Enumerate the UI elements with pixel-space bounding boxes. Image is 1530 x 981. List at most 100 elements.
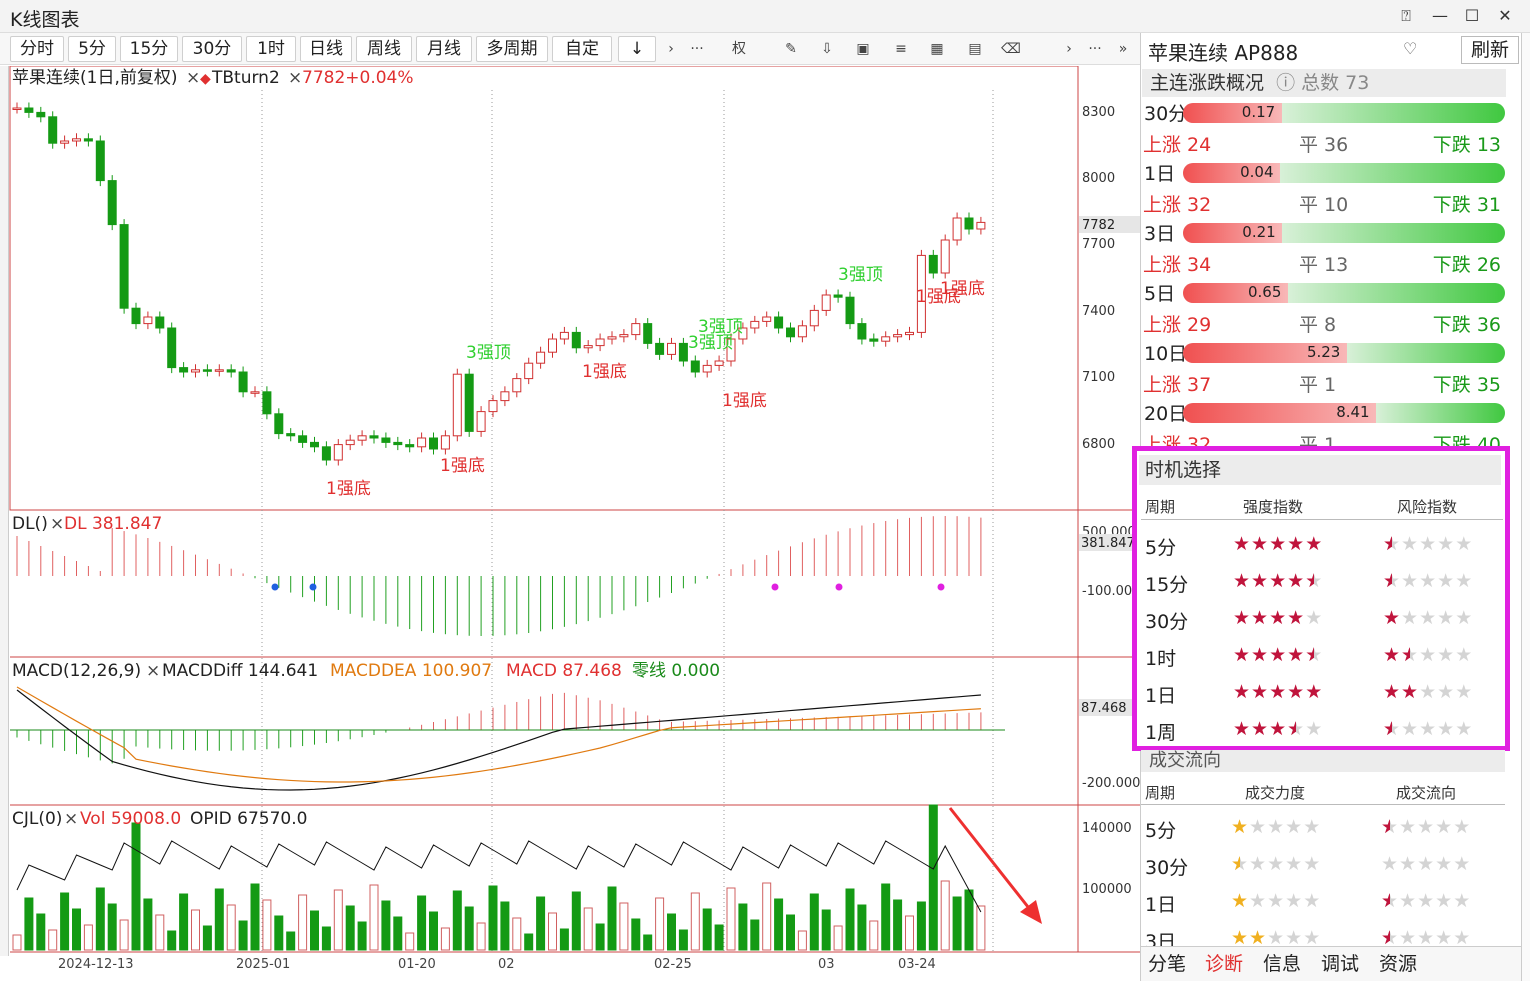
candle-body: [821, 294, 831, 311]
more-icon[interactable]: ···: [690, 41, 704, 57]
period-button-1h[interactable]: 1时: [246, 36, 296, 62]
candle-body: [512, 378, 522, 393]
signal-label: 1强底: [916, 287, 961, 307]
volume-bar: [286, 931, 296, 951]
pen-icon[interactable]: ✎: [785, 41, 797, 57]
trash-icon[interactable]: ⌫: [1001, 41, 1021, 57]
up-count: 上涨 24: [1143, 134, 1212, 156]
volume-bar: [976, 905, 986, 951]
minimize-icon[interactable]: —: [1432, 6, 1448, 25]
candle-body: [179, 367, 189, 373]
candle-body: [464, 373, 474, 432]
period-button-5m[interactable]: 5分: [68, 36, 116, 62]
heart-icon[interactable]: ♡: [1403, 39, 1418, 58]
candle-body: [809, 309, 819, 327]
bar-up-segment: [1183, 103, 1282, 123]
calculator-icon[interactable]: ▦: [930, 41, 944, 57]
candle-body: [440, 435, 450, 450]
vol-legend-vol: Vol 59008.0: [80, 809, 181, 829]
down-count: 下跌 13: [1432, 134, 1501, 156]
question-icon[interactable]: ⓘ: [1276, 72, 1296, 94]
bar-up-segment: [1183, 403, 1377, 423]
tab-resource[interactable]: 资源: [1379, 953, 1418, 975]
main-legend-indicator: TBturn2: [211, 68, 280, 88]
volume-bar: [476, 922, 486, 951]
x-tick: 2025-01: [236, 957, 291, 972]
download-icon[interactable]: ⇩: [821, 41, 833, 57]
candle-body: [405, 444, 415, 448]
signal-label: 1强底: [582, 362, 627, 382]
down-count: 下跌 35: [1432, 374, 1501, 396]
volume-bar: [440, 927, 450, 951]
indicator-close[interactable]: ×: [288, 68, 302, 88]
summary-period-label: 10日: [1144, 343, 1188, 365]
dl-legend-close[interactable]: ×: [50, 514, 64, 534]
y-tick: 7100: [1082, 370, 1115, 385]
tab-diagnosis[interactable]: 诊断: [1205, 953, 1244, 975]
up-count: 上涨 29: [1143, 314, 1212, 336]
volume-bar: [928, 804, 938, 951]
period-button-multi[interactable]: 多周期: [476, 36, 548, 62]
candle-body: [500, 391, 510, 402]
candle-body: [940, 239, 950, 274]
candle-body: [310, 441, 319, 448]
volume-bar: [548, 912, 557, 951]
maximize-icon[interactable]: ☐: [1464, 6, 1480, 25]
candle-body: [964, 217, 974, 230]
quan-button[interactable]: 权: [732, 41, 746, 57]
macd-legend-zero: 零线 0.000: [632, 661, 720, 681]
up-count: 上涨 32: [1143, 194, 1212, 216]
volume-bar: [524, 933, 534, 951]
vol-legend-close[interactable]: ×: [64, 809, 78, 829]
timing-period: 15分: [1145, 574, 1189, 596]
period-button-custom[interactable]: 自定: [552, 36, 612, 62]
period-button-15m[interactable]: 15分: [120, 36, 178, 62]
candle-body: [202, 369, 212, 372]
candle-body: [607, 336, 617, 340]
star-rating: ★★★★★: [1233, 533, 1324, 555]
signal-label: 1强底: [440, 456, 485, 476]
period-button-fenshi[interactable]: 分时: [10, 36, 64, 62]
image-icon[interactable]: ▣: [856, 41, 870, 57]
layout-icon[interactable]: ▤: [968, 41, 982, 57]
volume-bar: [155, 914, 165, 951]
main-legend-price: 7782+0.04%: [302, 68, 414, 88]
macd-value-bg: [1079, 699, 1140, 716]
period-button-30m[interactable]: 30分: [182, 36, 242, 62]
refresh-button[interactable]: 刷新: [1461, 36, 1519, 64]
star-rating: ★★★★★★: [1231, 853, 1322, 875]
flow-col-dir: 成交流向: [1396, 784, 1457, 802]
tab-info[interactable]: 信息: [1263, 953, 1302, 975]
close-icon[interactable]: ✕: [1498, 6, 1512, 25]
tab-debug[interactable]: 调试: [1321, 953, 1360, 975]
tab-fenbi[interactable]: 分笔: [1148, 953, 1187, 975]
main-legend-close[interactable]: ×: [186, 68, 200, 88]
more-icon-2[interactable]: ···: [1088, 41, 1102, 57]
period-button-monthly[interactable]: 月线: [416, 36, 472, 62]
volume-bar: [643, 934, 653, 951]
chevron-right-icon-2[interactable]: ›: [1066, 41, 1072, 57]
period-button-weekly[interactable]: 周线: [356, 36, 412, 62]
bar-down-segment: [1281, 103, 1505, 123]
candle-body: [214, 369, 224, 372]
help-circle-icon[interactable]: ⍰: [1401, 6, 1411, 25]
volume-bar: [405, 932, 415, 951]
sliders-icon[interactable]: ≡: [895, 41, 907, 57]
macd-legend-close[interactable]: ×: [146, 661, 160, 681]
flow-header: 成交流向: [1141, 750, 1505, 772]
chart-area[interactable]: 3强顶 3强顶 3强顶 3强顶 1强底 1强底 1强底 1强底 1强底 1强底 苹果连续(1日,前…: [0, 66, 1140, 981]
chevron-right-icon[interactable]: ›: [668, 41, 674, 57]
volume-bar: [95, 887, 105, 951]
summary-period-label: 30分: [1144, 103, 1188, 125]
period-button-daily[interactable]: 日线: [300, 36, 352, 62]
flat-count: 平 1: [1299, 374, 1337, 396]
volume-bar: [940, 880, 950, 951]
collapse-icon[interactable]: »: [1118, 41, 1128, 57]
volume-bar: [429, 911, 438, 951]
down-arrow-button[interactable]: ↓: [618, 36, 656, 62]
candle-body: [476, 411, 486, 432]
main-y-axis: 8300 8000 7700 7400 7100 6800: [1082, 105, 1115, 452]
red-arrow-line: [948, 807, 1034, 913]
volume-bar: [345, 905, 355, 951]
